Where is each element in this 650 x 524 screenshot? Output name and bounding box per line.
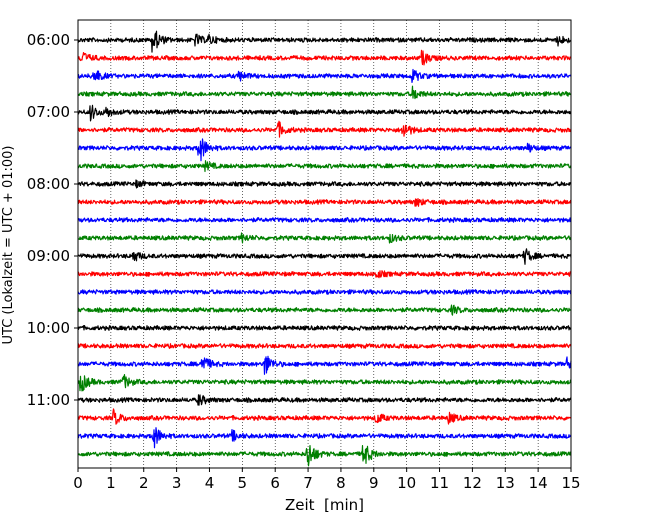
- trace-0600: [77, 30, 572, 53]
- y-tick-label: 08:00: [27, 175, 70, 193]
- x-tick-label: 8: [336, 474, 346, 492]
- trace-0730: [77, 138, 572, 162]
- trace-0630: [77, 68, 572, 84]
- y-tick-label: 06:00: [27, 31, 70, 49]
- trace-1145: [77, 445, 572, 467]
- plot-frame: [77, 19, 572, 469]
- x-tick-label: 14: [529, 474, 548, 492]
- x-tick-label: 10: [397, 474, 416, 492]
- x-tick-label: 1: [106, 474, 116, 492]
- x-tick-label: 5: [238, 474, 248, 492]
- trace-1015: [77, 343, 572, 349]
- y-tick-label: 10:00: [27, 319, 70, 337]
- trace-0645: [77, 85, 572, 100]
- trace-0715: [77, 120, 572, 138]
- trace-1100: [77, 394, 572, 406]
- x-tick-label: 6: [270, 474, 280, 492]
- x-axis-label: Zeit [min]: [285, 496, 364, 514]
- trace-1115: [77, 408, 572, 425]
- trace-0915: [77, 270, 572, 279]
- traces: [77, 30, 572, 467]
- y-tick-label: 09:00: [27, 247, 70, 265]
- x-tick-label: 12: [463, 474, 482, 492]
- trace-1045: [77, 374, 572, 392]
- trace-1130: [77, 427, 572, 449]
- x-tick-label: 0: [73, 474, 83, 492]
- trace-0930: [77, 289, 572, 295]
- y-tick-label: 11:00: [27, 391, 70, 409]
- trace-0830: [77, 217, 572, 223]
- x-tick-label: 13: [496, 474, 515, 492]
- x-tick-label: 11: [430, 474, 449, 492]
- x-tick-label: 3: [172, 474, 182, 492]
- x-tick-label: 4: [205, 474, 215, 492]
- x-tick-label: 2: [139, 474, 149, 492]
- y-axis: 06:00 07:00 08:00 09:00 10:00 11:00: [27, 31, 78, 409]
- trace-0900: [77, 248, 572, 265]
- trace-0845: [77, 232, 572, 244]
- trace-0700: [77, 104, 572, 122]
- trace-1030: [77, 355, 572, 375]
- y-axis-label: UTC (Lokalzeit = UTC + 01:00): [1, 146, 16, 345]
- trace-0745: [77, 160, 572, 173]
- y-tick-label: 07:00: [27, 103, 70, 121]
- x-tick-label: 7: [303, 474, 313, 492]
- trace-1000: [77, 325, 572, 331]
- trace-0800: [77, 179, 572, 189]
- x-tick-label: 15: [561, 474, 580, 492]
- x-axis: 0 1 2 3 4 5 6 7 8 9 10 11 12 13 14 15: [73, 468, 581, 492]
- trace-0615: [77, 49, 572, 66]
- trace-0945: [77, 304, 572, 316]
- trace-0815: [77, 198, 572, 207]
- x-tick-label: 9: [369, 474, 379, 492]
